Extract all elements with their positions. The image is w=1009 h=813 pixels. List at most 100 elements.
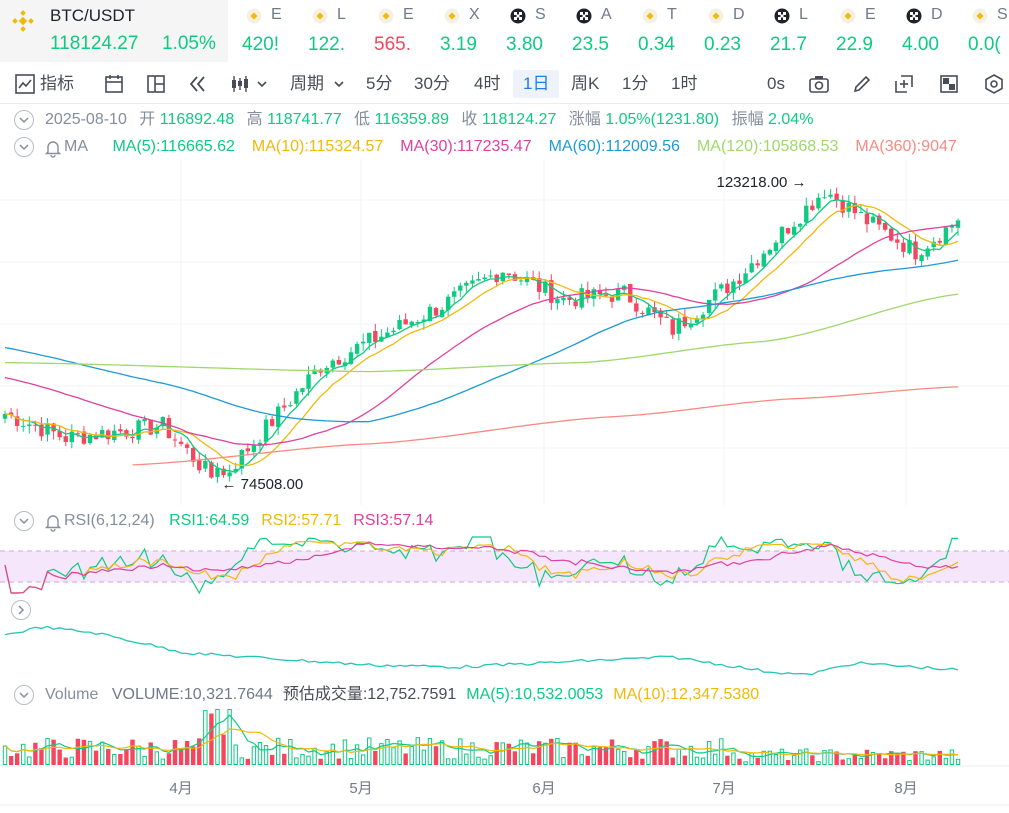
settings-gear-icon[interactable] (983, 73, 1005, 95)
collapse-rsi-button[interactable] (14, 511, 34, 531)
chevron-down-icon[interactable] (332, 73, 346, 95)
candle-body (263, 419, 269, 442)
interval-4h[interactable]: 4时 (474, 74, 501, 93)
layout-icon[interactable] (145, 73, 167, 95)
volume-bar (621, 750, 627, 765)
candle-body (8, 412, 14, 415)
ticker-item-value: 23.5 (572, 34, 609, 55)
ticker-item-value: 122. (308, 34, 345, 55)
alarm-bell-icon[interactable] (44, 138, 62, 158)
rsi-chart[interactable] (0, 535, 1009, 595)
volume-bar (27, 756, 32, 766)
pencil-icon[interactable] (851, 73, 873, 95)
volume-bar (45, 738, 50, 765)
x-axis-tick-label: 4月 (169, 780, 192, 797)
ticker-item[interactable]: A 23.5 (558, 0, 624, 62)
ticker-item[interactable]: X 3.19 (426, 0, 492, 62)
high-price-mark: 123218.00 → (716, 174, 806, 191)
rewind-icon[interactable] (187, 73, 209, 95)
ticker-item-value: 420! (242, 34, 279, 55)
candle-body (106, 430, 111, 440)
chevron-down-icon[interactable] (255, 73, 269, 95)
ticker-item[interactable]: T 0.34 (624, 0, 690, 62)
volume-bar (785, 760, 791, 765)
high-label: 高 (246, 111, 263, 128)
volume-ma-line (4, 714, 959, 758)
volume-bar (209, 713, 214, 765)
interval-1d[interactable]: 1日 (513, 70, 560, 98)
camera-icon[interactable] (808, 73, 830, 95)
volume-bar (494, 742, 499, 765)
candle-body (840, 200, 845, 213)
volume-bar (798, 749, 803, 765)
volume-bar (421, 749, 427, 766)
chart-toolbar: 指标 周期 5分 30分 4时 1日 周K 1分 1时 0s (0, 62, 1009, 104)
ticker-item[interactable]: D 0.23 (690, 0, 756, 62)
candle-body (397, 319, 402, 330)
interval-1m[interactable]: 1分 (622, 74, 649, 93)
ticker-item-abbr: T (667, 6, 677, 23)
ticker-item[interactable]: D 4.00 (888, 0, 954, 62)
volume-bar (148, 742, 153, 765)
ticker-item[interactable]: S 0.0( (954, 0, 1009, 62)
candle-body (858, 212, 864, 214)
candle-body (804, 205, 809, 223)
volume-bar (743, 761, 748, 765)
candle-body (348, 352, 354, 365)
candle-body (312, 369, 317, 375)
candle-body (203, 460, 208, 469)
candle-body (567, 297, 572, 300)
rsi-label: RSI(6,12,24) (64, 512, 155, 529)
candle-body (810, 205, 815, 210)
candle-body (427, 306, 433, 322)
theme-icon[interactable] (938, 73, 960, 95)
ticker-item[interactable]: E 420! (228, 0, 294, 62)
volume-bar (245, 758, 251, 765)
ticker-main-symbol[interactable]: BTC/USDT 118124.27 1.05% (0, 0, 228, 62)
ma-line (4, 199, 959, 474)
ticker-item[interactable]: E 565. (360, 0, 426, 62)
indicator-chart-icon[interactable] (14, 73, 36, 95)
interval-5m[interactable]: 5分 (366, 74, 393, 93)
interval-1h[interactable]: 1时 (671, 74, 698, 93)
collapse-info-button[interactable] (14, 110, 34, 130)
ticker-item[interactable]: S 3.80 (492, 0, 558, 62)
candle-body (69, 431, 75, 443)
volume-bar (640, 758, 645, 765)
ticker-item-value: 22.9 (836, 34, 873, 55)
bnb-icon (378, 8, 394, 24)
indicator-chart[interactable] (0, 595, 1009, 683)
ticker-item[interactable]: L 122. (294, 0, 360, 62)
ma-line (4, 224, 959, 446)
candle-body (737, 280, 742, 284)
candle-body (816, 197, 821, 209)
add-window-icon[interactable] (893, 73, 915, 95)
interval-30m[interactable]: 30分 (414, 74, 450, 93)
volume-bar (178, 748, 184, 765)
candlestick-chart[interactable]: 123218.00 → ← 74508.00 (0, 160, 1009, 505)
collapse-ma-button[interactable] (14, 137, 34, 157)
volume-bar (901, 751, 906, 765)
candle-body (354, 344, 360, 354)
candle-body (889, 228, 894, 241)
interval-1w[interactable]: 周K (571, 74, 600, 93)
expand-indicator-button[interactable] (11, 600, 31, 620)
candle-body (221, 468, 226, 476)
volume-bar (81, 739, 87, 765)
ticker-item-abbr: E (271, 6, 282, 23)
ticker-item[interactable]: E 22.9 (822, 0, 888, 62)
collapse-volume-button[interactable] (14, 685, 34, 705)
ticker-item[interactable]: L 21.7 (756, 0, 822, 62)
calendar-icon[interactable] (103, 73, 125, 95)
volume-bar (251, 746, 257, 765)
volume-bar (33, 742, 38, 765)
candlestick-type-icon[interactable] (229, 73, 251, 95)
candle-body (682, 316, 688, 327)
indicators-button[interactable]: 指标 (40, 74, 74, 93)
volume-bar (561, 756, 566, 766)
ticker-item-abbr: L (799, 6, 808, 23)
alarm-bell-icon[interactable] (44, 512, 62, 532)
volume-chart[interactable]: 4月 5月 6月 7月 8月 (0, 707, 1009, 813)
volume-bar (318, 758, 323, 765)
period-dropdown[interactable]: 周期 (290, 74, 324, 93)
